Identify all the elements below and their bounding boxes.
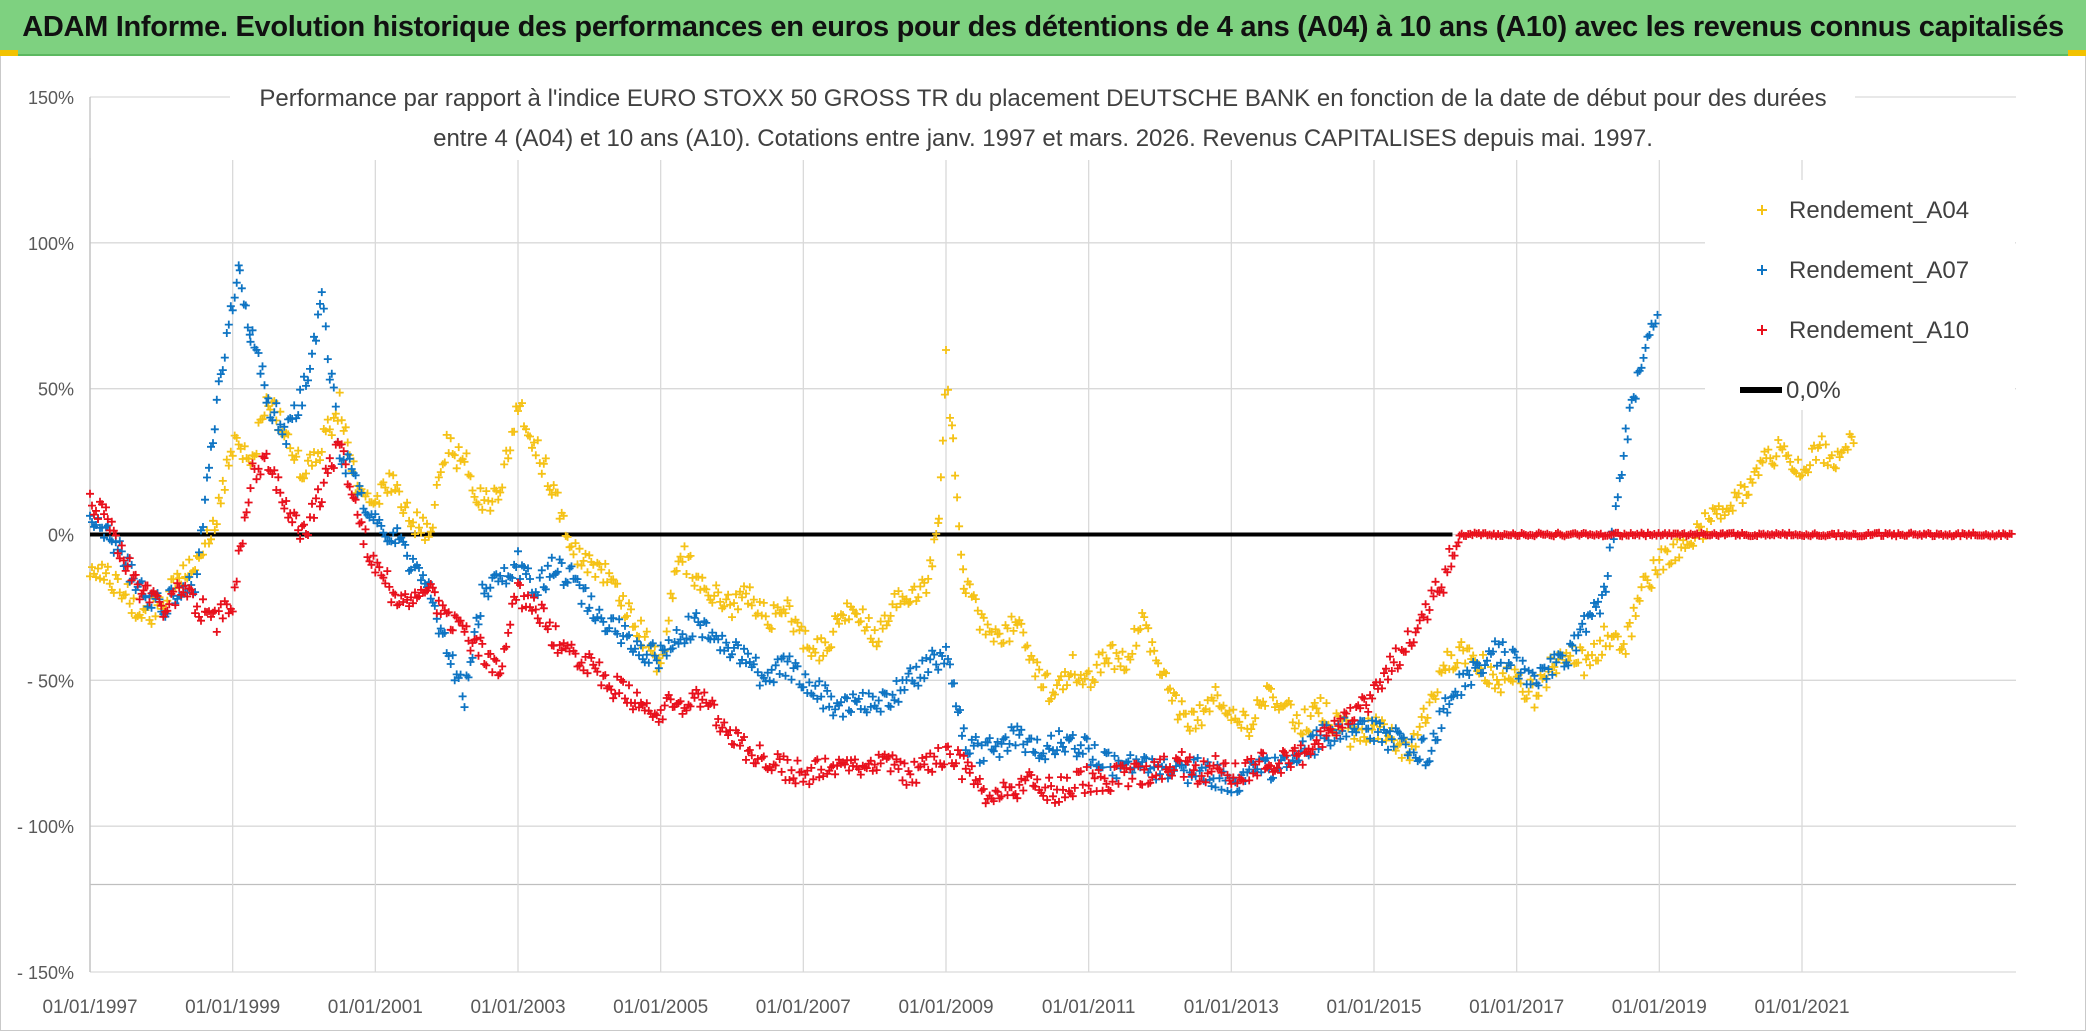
legend-label: Rendement_A04: [1789, 197, 1969, 224]
series-layer: [86, 261, 2016, 808]
corner-accent-left: [0, 50, 18, 56]
legend-background: [1705, 180, 2015, 410]
series-markers: [1455, 528, 2016, 541]
report-banner: ADAM Informe. Evolution historique des p…: [0, 0, 2086, 56]
y-tick-label: 0%: [48, 526, 74, 546]
gridlines: [89, 96, 2016, 973]
y-tick-label: 150%: [28, 88, 74, 108]
x-tick-label: 01/01/2019: [1612, 997, 1707, 1018]
legend-plus-marker: [1757, 205, 1767, 215]
x-tick-label: 01/01/2021: [1754, 997, 1849, 1018]
x-tick-label: 01/01/2005: [613, 997, 708, 1018]
y-tick-label: 50%: [38, 380, 74, 400]
legend-item: 0,0%: [1740, 377, 1841, 404]
legend-plus-marker: [1757, 265, 1767, 275]
legend-item: Rendement_A07: [1757, 257, 1969, 284]
x-tick-label: 01/01/2009: [898, 997, 993, 1018]
x-tick-label: 01/01/2003: [470, 997, 565, 1018]
y-tick-label: - 50%: [27, 671, 74, 691]
y-tick-label: 100%: [28, 234, 74, 254]
legend-label: Rendement_A10: [1789, 317, 1969, 344]
x-tick-label: 01/01/2013: [1184, 997, 1279, 1018]
legend-label: 0,0%: [1786, 377, 1841, 404]
x-tick-label: 01/01/2011: [1042, 997, 1136, 1018]
series-markers: [86, 346, 1858, 765]
chart-title-line1: Performance par rapport à l'indice EURO …: [259, 85, 1826, 112]
legend-label: Rendement_A07: [1789, 257, 1969, 284]
y-axis-labels: 150% 100% 50% 0% - 50% - 100% - 150%: [17, 88, 74, 983]
corner-accent-right: [2068, 50, 2086, 56]
title-background: [230, 80, 1855, 160]
legend: Rendement_A04 Rendement_A07 Rendement_A10 0…: [1705, 180, 2015, 410]
y-tick-label: - 150%: [17, 963, 74, 983]
x-tick-label: 01/01/2017: [1469, 997, 1564, 1018]
x-tick-label: 01/01/2015: [1326, 997, 1421, 1018]
x-tick-label: 01/01/2001: [328, 997, 423, 1018]
report-title: ADAM Informe. Evolution historique des p…: [22, 10, 2064, 43]
series-Rendement_A04: [86, 346, 1858, 765]
series-Rendement_A10: [86, 438, 1463, 808]
legend-item: Rendement_A10: [1757, 317, 1969, 344]
series-Rendement_A10-flat: [1455, 528, 2016, 541]
y-tick-label: - 100%: [17, 817, 74, 837]
x-tick-label: 01/01/2007: [756, 997, 851, 1018]
series-markers: [86, 438, 1463, 808]
legend-plus-marker: [1757, 325, 1767, 335]
legend-item: Rendement_A04: [1757, 197, 1969, 224]
x-tick-label: 01/01/1999: [185, 997, 280, 1018]
chart-title-line2: entre 4 (A04) et 10 ans (A10). Cotations…: [433, 125, 1653, 152]
chart-title: Performance par rapport à l'indice EURO …: [230, 80, 1855, 160]
x-axis-labels: 01/01/1997 01/01/1999 01/01/2001 01/01/2003…: [42, 997, 1849, 1018]
x-tick-label: 01/01/1997: [42, 997, 137, 1018]
